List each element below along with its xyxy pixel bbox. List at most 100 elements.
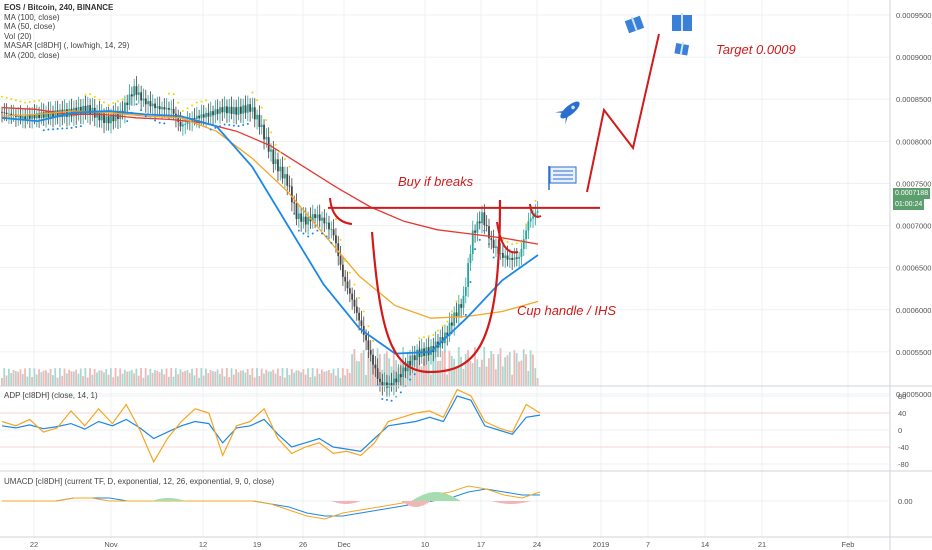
umacd-hist-bar <box>522 501 524 503</box>
candle-body <box>467 263 470 288</box>
volume-bar <box>348 372 351 386</box>
candle-body <box>367 340 370 350</box>
sar-dot <box>372 339 375 342</box>
volume-bar <box>260 368 263 386</box>
umacd-hist-bar <box>352 501 354 504</box>
umacd-hist-bar <box>354 501 356 503</box>
target-annotation: Target 0.0009 <box>716 42 796 57</box>
left-shoulder-curve <box>329 197 353 225</box>
candle-body <box>253 107 256 120</box>
sar-dot <box>367 325 370 328</box>
candle-body <box>8 113 10 115</box>
candle-body <box>93 107 96 118</box>
volume-bar <box>242 370 244 386</box>
sar-dot <box>126 120 129 123</box>
sar-dot <box>455 300 458 303</box>
candle-body <box>390 382 393 387</box>
volume-bar <box>316 368 319 386</box>
candle-body <box>209 111 212 117</box>
candle-body <box>485 225 488 227</box>
umacd-hist-bar <box>408 501 410 506</box>
volume-bar <box>529 350 532 386</box>
volume-bar <box>170 368 173 386</box>
candle-body <box>404 367 407 372</box>
volume-bar <box>446 374 449 386</box>
sar-dot <box>200 100 203 103</box>
candle-body <box>518 256 521 259</box>
umacd-hist-bar <box>348 501 350 504</box>
umacd-hist-bar <box>450 495 452 501</box>
volume-bar <box>297 370 300 386</box>
umacd-hist-bar <box>346 501 348 504</box>
candle-body <box>144 98 147 105</box>
candle-body <box>10 113 13 116</box>
umacd-hist-bar <box>446 494 448 501</box>
umacd-hist-bar <box>518 501 520 504</box>
umacd-hist-bar <box>416 501 418 507</box>
volume-bar <box>147 375 149 386</box>
umacd-hist-bar <box>402 501 404 503</box>
sar-dot <box>167 92 170 95</box>
candle-body <box>156 106 159 109</box>
volume-bar <box>77 373 80 386</box>
volume-bar <box>270 371 272 386</box>
candle-body <box>98 110 101 121</box>
handle-curve-1 <box>496 221 519 254</box>
umacd-hist-bar <box>514 501 516 504</box>
sar-dot <box>47 128 50 131</box>
adp-tick-label: 80 <box>898 392 906 401</box>
volume-bar <box>383 353 386 386</box>
candle-body <box>200 114 203 119</box>
candle-body <box>40 112 43 118</box>
adp-tick-label: 0 <box>898 426 902 435</box>
volume-bar <box>103 372 105 386</box>
umacd-hist-bar <box>424 501 426 505</box>
volume-bar <box>392 346 395 386</box>
buy-annotation: Buy if breaks <box>398 174 474 189</box>
candle-body <box>290 186 293 203</box>
volume-bar <box>385 351 388 386</box>
umacd-hist-bar <box>420 501 422 507</box>
umacd-hist-bar <box>160 498 162 501</box>
sar-dot <box>344 259 347 262</box>
candle-body <box>198 115 201 119</box>
volume-bar <box>96 372 98 386</box>
candle-body <box>300 213 303 222</box>
candle-body <box>413 355 416 361</box>
volume-bar <box>471 363 474 386</box>
volume-bar <box>246 368 249 386</box>
volume-bar <box>327 369 330 386</box>
volume-bar <box>518 361 520 386</box>
sar-dot <box>89 93 92 96</box>
volume-bar <box>448 350 451 386</box>
volume-bar <box>63 368 66 386</box>
candle-body <box>316 214 319 219</box>
volume-bar <box>112 377 115 386</box>
sar-dot <box>121 98 124 101</box>
candle-body <box>232 107 235 114</box>
adp-tick-label: -40 <box>898 443 909 452</box>
umacd-hist-bar <box>358 501 360 502</box>
sar-dot <box>525 223 528 226</box>
sar-dot <box>288 165 291 168</box>
umacd-hist-bar <box>424 494 426 501</box>
umacd-hist-bar <box>426 493 428 501</box>
volume-bar <box>513 350 516 386</box>
volume-bar <box>172 376 175 386</box>
time-tick-label: Feb <box>842 540 855 549</box>
candle-body <box>455 312 458 317</box>
price-tick-label: 0.0006000 <box>896 306 931 315</box>
volume-bar <box>68 369 71 386</box>
sar-dot <box>511 243 514 246</box>
umacd-hist-bar <box>356 501 358 503</box>
volume-bar <box>181 371 184 386</box>
volume-bar <box>450 355 453 386</box>
volume-bar <box>14 371 17 386</box>
umacd-hist-bar <box>414 501 416 507</box>
umacd-hist-bar <box>418 496 420 501</box>
candle-body <box>107 116 110 124</box>
time-tick-label: 22 <box>30 540 38 549</box>
volume-bar <box>281 368 284 386</box>
sar-dot <box>144 115 147 118</box>
umacd-hist-bar <box>454 497 456 501</box>
